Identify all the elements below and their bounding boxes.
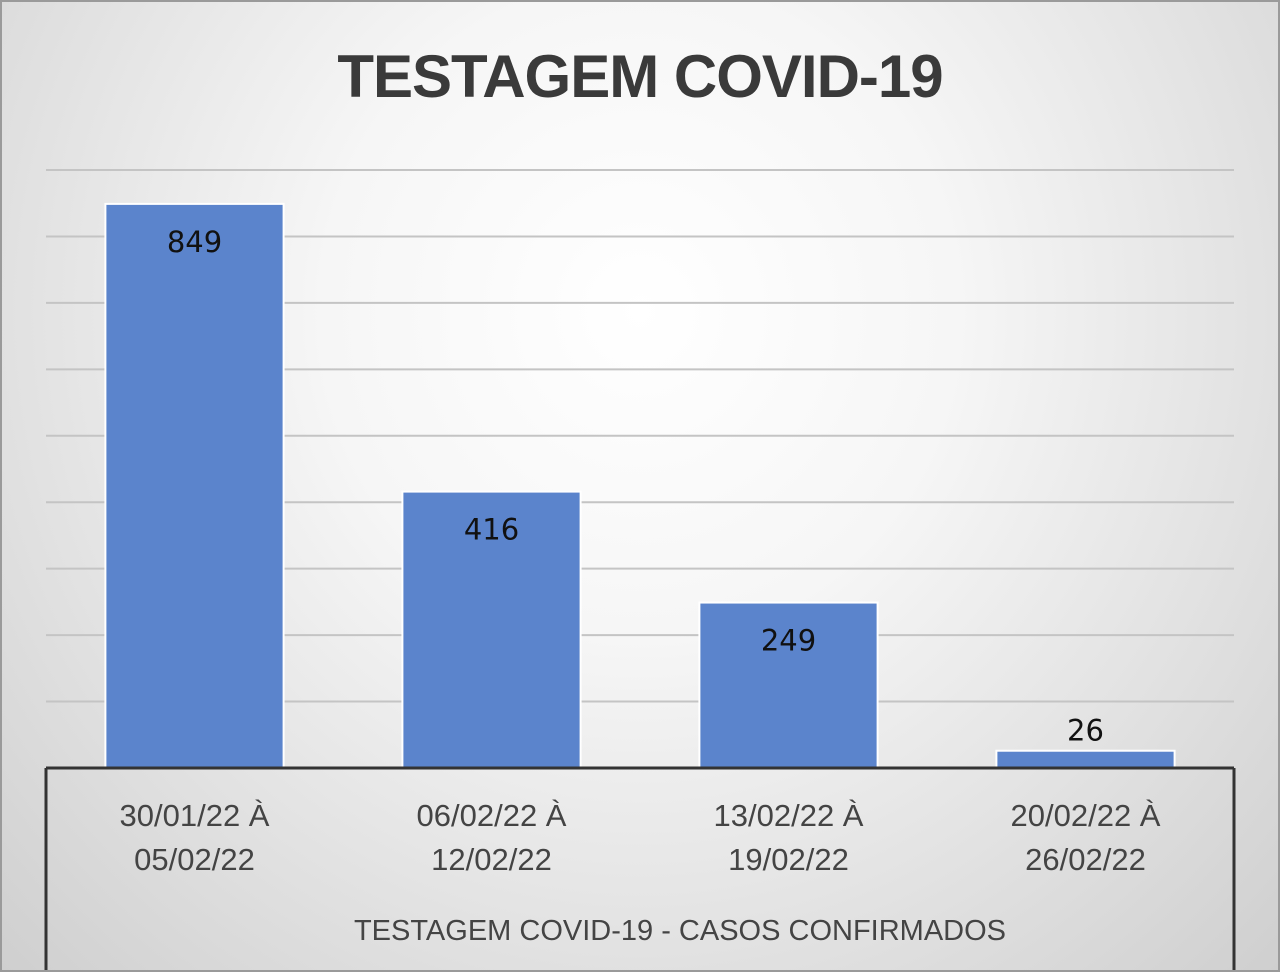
x-axis-title: TESTAGEM COVID-19 - CASOS CONFIRMADOS xyxy=(354,915,1006,947)
x-tick-label: 19/02/22 xyxy=(728,842,849,877)
x-tick-label: 06/02/22 À xyxy=(417,798,567,833)
data-label: 26 xyxy=(1067,714,1104,748)
data-label: 416 xyxy=(464,513,519,547)
data-label: 849 xyxy=(167,225,222,259)
x-tick-label: 26/02/22 xyxy=(1025,842,1146,877)
data-labels: 849 416 249 26 xyxy=(167,225,1104,748)
x-tick-label: 12/02/22 xyxy=(431,842,552,877)
bar xyxy=(104,202,285,770)
bar xyxy=(401,490,582,769)
bar xyxy=(698,601,879,770)
bar xyxy=(995,749,1176,769)
x-tick-label: 13/02/22 À xyxy=(714,798,864,833)
x-tick-label: 30/01/22 À xyxy=(120,798,270,833)
bars xyxy=(104,202,1176,770)
x-tick-label: 20/02/22 À xyxy=(1011,798,1161,833)
x-tick-label: 05/02/22 xyxy=(134,842,255,877)
chart-title: TESTAGEM COVID-19 xyxy=(337,43,943,110)
category-axis: 30/01/22 À 05/02/22 06/02/22 À 12/02/22 13/0… xyxy=(44,766,1236,970)
data-label: 249 xyxy=(761,624,816,658)
